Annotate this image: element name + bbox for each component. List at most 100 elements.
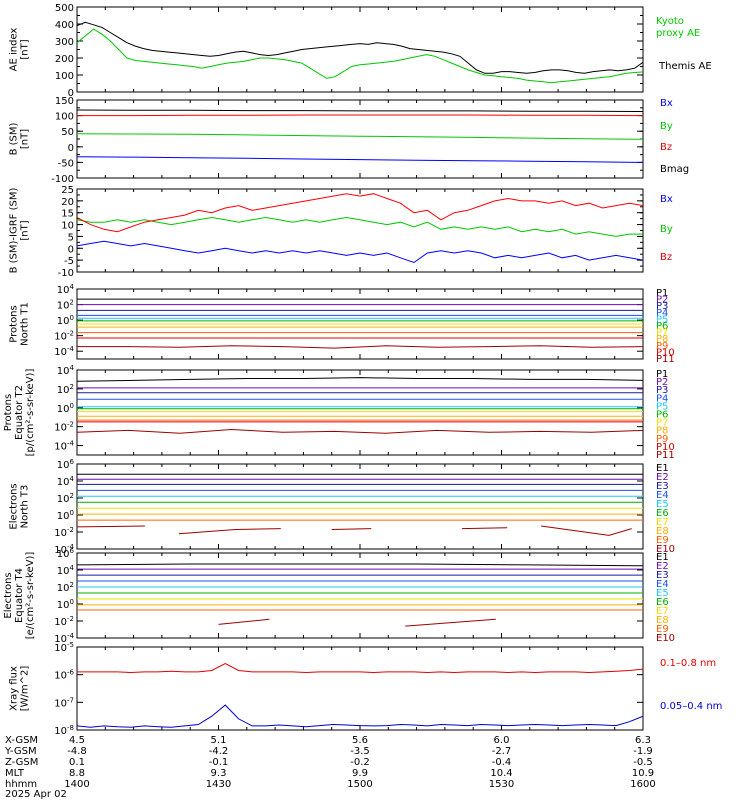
legend-e7: E7 <box>656 517 669 528</box>
footer-value: 6.3 <box>635 735 651 746</box>
footer-row-label: Y-GSM <box>4 746 37 757</box>
legend-e7: E7 <box>656 606 669 617</box>
y-tick-label: 300 <box>55 37 74 48</box>
y-tick-label: 500 <box>55 3 74 14</box>
legend-p8: P8 <box>656 426 668 437</box>
legend-by: By <box>660 121 673 132</box>
y-tick-label: 15 <box>61 209 74 220</box>
footer-row-label: hhmm <box>5 779 37 790</box>
y-axis-label: Equator T4 <box>14 568 25 623</box>
footer-value: -1.9 <box>633 746 653 757</box>
series-bmag-line <box>77 109 643 112</box>
y-tick-label: 0 <box>68 88 74 99</box>
y-axis-label: [nT] <box>20 39 31 59</box>
legend-p7: P7 <box>656 418 668 429</box>
y-tick-label: 50 <box>61 127 74 138</box>
footer-value: 4.5 <box>69 735 85 746</box>
legend-e10: E10 <box>656 633 675 644</box>
legend-kyoto-proxy-ae: proxy AE <box>656 28 700 39</box>
legend-e6: E6 <box>656 597 669 608</box>
series-e10-line <box>178 528 281 535</box>
footer-value: 6.0 <box>494 735 510 746</box>
series-e10-line <box>405 618 496 627</box>
legend-p9: P9 <box>656 434 668 445</box>
panel-frame <box>76 463 644 550</box>
legend-bmag: Bmag <box>660 164 689 175</box>
legend-e5: E5 <box>656 588 669 599</box>
series-e10-line <box>541 525 632 536</box>
y-axis-label: B (SM)-IGRF (SM) <box>9 188 20 274</box>
panel-frame <box>76 369 644 456</box>
footer-value: 8.8 <box>69 768 85 779</box>
series-bx-line <box>77 156 643 163</box>
panel-2: 150 100 50 0 -50 -100 B (SM) [nT] <box>9 96 644 185</box>
series-p1-line <box>77 377 643 382</box>
legend-p10: P10 <box>656 347 675 358</box>
y-tick-label: 104 <box>57 475 75 488</box>
legend-xray-short: 0.05–0.4 nm <box>660 701 722 712</box>
footer-value: -2.7 <box>492 746 512 757</box>
y-tick-label: 10-2 <box>54 526 74 539</box>
y-tick-label: 10-8 <box>54 724 74 737</box>
footer-value: -0.1 <box>209 757 229 768</box>
legend-e1: E1 <box>656 552 669 563</box>
y-tick-label: 10-2 <box>54 330 74 343</box>
legend-e3: E3 <box>656 570 669 581</box>
footer-value: -0.2 <box>350 757 370 768</box>
legend-e2: E2 <box>656 561 669 572</box>
y-tick-label: -100 <box>51 174 74 185</box>
legend-e8: E8 <box>656 526 669 537</box>
footer-value: -4.2 <box>209 746 229 757</box>
footer-value: 0.1 <box>69 757 85 768</box>
legend-e4: E4 <box>656 579 669 590</box>
legend-bz: Bz <box>660 142 672 153</box>
legend-by-2: By <box>660 224 673 235</box>
footer-value: 9.9 <box>352 768 368 779</box>
footer-row-label: 2025 Apr 02 <box>5 789 67 800</box>
footer-value: 1500 <box>347 779 372 790</box>
series-e10-line <box>461 527 508 530</box>
legend-p4: P4 <box>656 393 668 404</box>
legend-bz-2: Bz <box>660 252 672 263</box>
y-axis-label: B (SM) <box>9 122 20 155</box>
y-axis-label: Equator T2 <box>14 385 25 440</box>
y-tick-label: 100 <box>55 71 74 82</box>
legend-kyoto: Kyoto <box>656 16 684 27</box>
y-tick-label: 10-2 <box>54 421 74 434</box>
y-tick-label: 0 <box>68 143 74 154</box>
legend-p9: P9 <box>656 341 668 352</box>
series-by-line <box>77 133 643 140</box>
y-tick-label: 10-5 <box>54 641 74 654</box>
series-e10-line <box>77 525 145 528</box>
legend-p5: P5 <box>656 401 668 412</box>
y-axis-label: [W/m^2] <box>20 666 31 712</box>
footer-value: 1600 <box>630 779 655 790</box>
legend-p10: P10 <box>656 442 675 453</box>
panel-1: 500 400 300 200 100 0 AE index [nT] <box>9 3 644 99</box>
y-axis-label: [e/(cm²-s-sr-keV)] <box>25 552 36 640</box>
series-p11-line <box>77 428 643 434</box>
legend-p8: P8 <box>656 334 668 345</box>
legend-e1: E1 <box>656 463 669 474</box>
panel-frame <box>76 99 644 179</box>
legend-e8: E8 <box>656 615 669 626</box>
y-tick-label: 10-4 <box>54 543 74 556</box>
y-tick-label: 104 <box>57 564 75 577</box>
y-tick-label: 104 <box>57 364 75 377</box>
footer-row-label: Z-GSM <box>5 757 38 768</box>
footer-row-label: X-GSM <box>5 735 38 746</box>
series-by-line <box>77 216 643 237</box>
footer-row-label: MLT <box>5 768 25 779</box>
panel-7: 106 104 102 100 10-2 10-4 Electrons Equator T4[… <box>3 547 675 645</box>
y-tick-label: 10 <box>61 221 74 232</box>
y-tick-label: 25 <box>61 185 74 196</box>
legend-p2: P2 <box>656 295 668 306</box>
y-tick-label: 10-7 <box>54 696 74 709</box>
y-axis-label: Protons <box>3 394 14 431</box>
series-0-1-0-8-nm-line <box>77 663 643 674</box>
y-axis-label: North T1 <box>20 302 31 346</box>
series-e10-line <box>218 618 270 625</box>
legend-e3: E3 <box>656 481 669 492</box>
